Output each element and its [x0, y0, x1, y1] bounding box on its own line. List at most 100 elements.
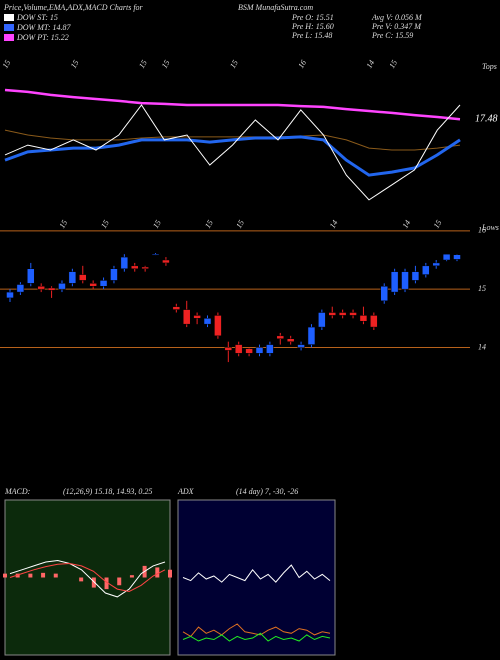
x-tick-label: 15: [57, 218, 69, 229]
x-tick-label: 15: [1, 58, 13, 69]
candle-body: [27, 268, 35, 284]
x-tick-label: 14: [328, 218, 340, 229]
histogram-bar: [15, 573, 20, 578]
legend-label: DOW PT: 15.22: [16, 33, 69, 42]
histogram-bar: [3, 573, 7, 578]
candle-body: [151, 253, 160, 256]
histogram-bar: [41, 572, 46, 578]
x-tick-label: 15: [234, 218, 246, 229]
candle-body: [359, 315, 368, 322]
candle-body: [432, 262, 440, 267]
x-tick-label: 14: [401, 218, 413, 229]
candle-body: [266, 344, 274, 354]
series-line: [4, 88, 461, 121]
candle-body: [162, 259, 170, 264]
series-line: [4, 129, 461, 151]
candle-body: [58, 283, 66, 290]
candle-body: [422, 265, 430, 275]
candle-body: [401, 271, 409, 290]
series-line: [4, 104, 461, 201]
x-tick-label: 16: [296, 58, 308, 69]
candle-body: [276, 335, 285, 340]
candle-body: [318, 312, 326, 328]
stat: Pre V: 0.347 M: [371, 22, 422, 31]
x-tick-label: 15: [387, 58, 399, 69]
panel-params: (14 day) 7, -30, -26: [236, 487, 298, 496]
x-tick-label: 15: [151, 218, 163, 229]
candle-body: [245, 348, 253, 354]
panel-label: ADX: [177, 487, 195, 496]
candle-body: [380, 286, 388, 302]
series-line: [182, 623, 331, 638]
series-line: [182, 632, 331, 642]
panel-background: [4, 499, 171, 656]
histogram-bar: [155, 567, 160, 578]
x-tick-label: 15: [99, 218, 111, 229]
candle-body: [141, 266, 149, 269]
candle-body: [442, 253, 451, 261]
stat: Avg V: 0.056 M: [371, 13, 423, 22]
histogram-bar: [104, 577, 109, 590]
candle-body: [120, 256, 129, 270]
candle-body: [234, 344, 243, 354]
price-label: 17.48: [475, 113, 498, 124]
panel-label: MACD:: [4, 487, 31, 496]
candle-body: [370, 315, 378, 328]
candle-body: [411, 271, 420, 281]
series-line: [9, 559, 166, 598]
candle-body: [193, 315, 201, 319]
x-tick-label: 15: [432, 218, 444, 229]
histogram-bar: [117, 577, 122, 586]
candle-body: [214, 315, 222, 337]
candle-body: [338, 312, 347, 316]
x-tick-label: 15: [203, 218, 215, 229]
x-tick-label: 15: [228, 58, 240, 69]
x-tick-label: 15: [137, 58, 149, 69]
candle-body: [37, 286, 45, 290]
candle-body: [110, 268, 118, 281]
candle-body: [203, 318, 212, 325]
stat: Pre L: 15.48: [291, 31, 332, 40]
legend-label: DOW ST: 15: [16, 13, 58, 22]
site: BSM MunafaSutra.com: [238, 3, 313, 12]
candle-body: [390, 271, 399, 293]
candle-body: [286, 338, 295, 342]
candle-body: [255, 347, 264, 354]
y-tick-label: 15: [478, 284, 486, 293]
panel-params: (12,26,9) 15.18, 14.93, 0.25: [63, 487, 152, 496]
candle-body: [328, 312, 337, 316]
candle-body: [79, 274, 87, 281]
x-tick-label: 15: [160, 58, 172, 69]
candle-body: [349, 312, 357, 316]
histogram-bar: [129, 575, 134, 578]
histogram-bar: [168, 569, 172, 578]
lows-label: Lows: [481, 223, 499, 232]
histogram-bar: [79, 577, 84, 582]
candle-body: [297, 344, 305, 348]
legend-swatch: [4, 14, 14, 21]
x-tick-label: 15: [69, 58, 81, 69]
y-tick-label: 16: [478, 226, 486, 235]
candle-body: [16, 284, 25, 293]
series-line: [9, 562, 166, 593]
histogram-bar: [53, 573, 58, 578]
legend-swatch: [4, 24, 14, 31]
series-line: [4, 135, 461, 177]
candle-body: [47, 287, 56, 291]
stat: Pre O: 15.51: [291, 13, 334, 22]
candle-body: [6, 291, 14, 299]
candle-body: [224, 347, 233, 351]
candle-body: [182, 309, 191, 325]
y-tick-label: 14: [478, 342, 486, 351]
x-tick-label: 14: [365, 58, 377, 69]
title: Price,Volume,EMA,ADX,MACD Charts for: [3, 3, 144, 12]
stat: Pre C: 15.59: [371, 31, 413, 40]
series-line: [182, 564, 331, 583]
stat: Pre H: 15.60: [291, 22, 334, 31]
histogram-bar: [91, 577, 96, 588]
panel-background: [177, 499, 336, 656]
legend-swatch: [4, 34, 14, 41]
tops-label: Tops: [482, 62, 497, 71]
